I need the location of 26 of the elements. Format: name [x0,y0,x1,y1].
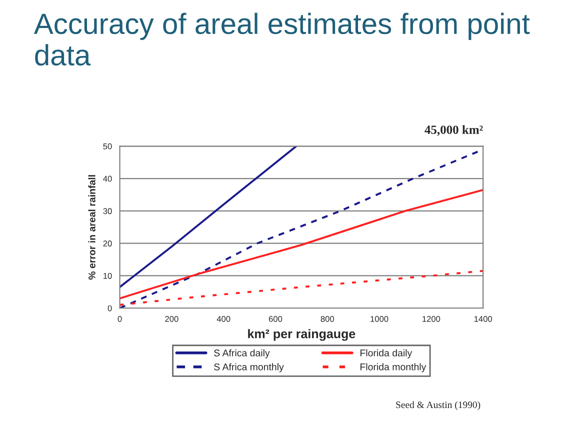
x-tick-label: 1000 [370,316,388,322]
legend-label: S Africa monthly [214,363,284,372]
legend-label: Florida daily [360,349,412,358]
line-series [120,188,484,300]
x-tick-label: 0 [118,316,122,322]
x-tick-label: 800 [320,316,334,322]
text: 45,000 km² [424,125,483,136]
x-tick-label: 200 [165,316,178,322]
x-axis-title: km² per raingauge [248,329,356,341]
y-tick-label: 40 [103,176,112,182]
x-tick-label: 1200 [422,316,440,322]
line-series [120,146,298,288]
y-tick-label: 10 [104,272,112,279]
y-tick-label: 30 [103,208,112,214]
x-tick-label: 400 [216,316,230,322]
y-axis-title: % error in areal rainfall [88,175,96,280]
text: Seed & Austin (1990) [396,401,480,410]
y-tick-label: 0 [108,305,112,312]
x-tick-label: 600 [268,316,282,322]
x-tick-label: 1400 [474,316,492,322]
legend-label: Florida monthly [360,363,426,372]
y-tick-label: 20 [103,240,112,246]
legend-label: S Africa daily [214,349,270,358]
y-tick-label: 50 [103,143,112,150]
line-series [120,270,484,306]
chart-title: Accuracy of areal estimates from point data [34,12,530,66]
